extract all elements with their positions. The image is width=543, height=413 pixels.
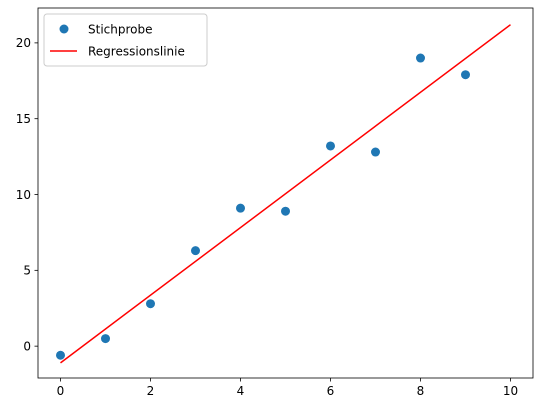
axes-frame (37, 7, 534, 379)
x-tick-label: 10 (503, 384, 518, 398)
scatter-point (146, 299, 155, 309)
scatter-point (191, 246, 200, 256)
y-tick-label: 5 (23, 264, 31, 278)
scatter-point (326, 141, 335, 151)
y-tick-label: 20 (16, 36, 31, 50)
legend-label: Regressionslinie (88, 44, 185, 58)
scatter-point (236, 203, 245, 213)
x-tick-label: 2 (147, 384, 155, 398)
scatter-point (461, 70, 470, 80)
y-tick-label: 10 (16, 188, 31, 202)
scatter-point (56, 350, 65, 360)
series-line-regressionslinie (60, 24, 511, 364)
scatter-point (371, 147, 380, 157)
scatter-point (281, 206, 290, 216)
x-tick-label: 4 (237, 384, 245, 398)
x-tick-label: 8 (417, 384, 425, 398)
legend-label: Stichprobe (88, 22, 153, 36)
legend-box (43, 13, 208, 67)
y-tick-label: 0 (23, 339, 31, 353)
y-tick-label: 15 (16, 112, 31, 126)
plot-area: 0 2 4 6 8 10 0 5 10 15 20 (16, 7, 534, 398)
x-tick-label: 6 (327, 384, 335, 398)
x-tick-label: 0 (57, 384, 65, 398)
legend-marker-swatch (59, 24, 69, 34)
legend: Stichprobe Regressionslinie (43, 13, 208, 67)
scatter-point (416, 53, 425, 63)
scatter-point (101, 334, 110, 344)
